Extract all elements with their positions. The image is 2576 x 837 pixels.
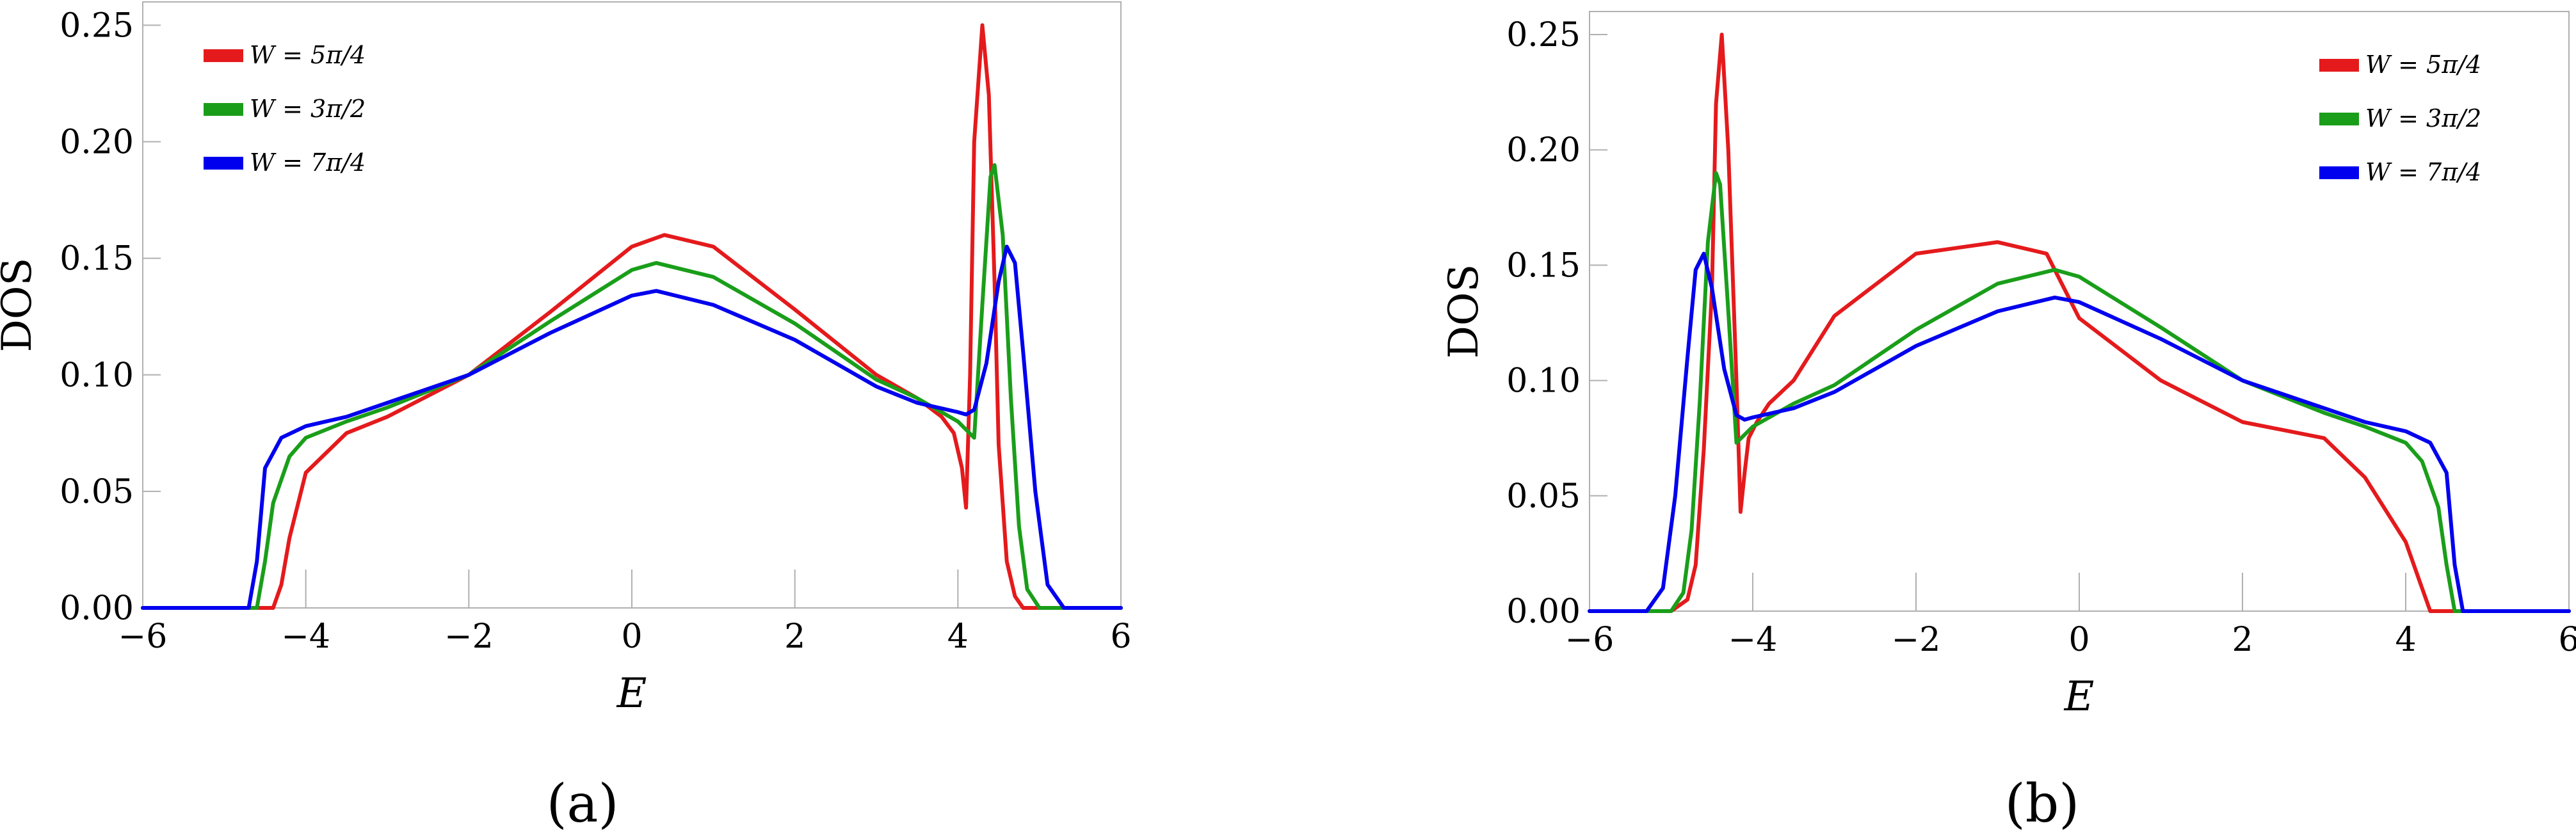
legend-swatch (2319, 166, 2359, 179)
series-line (1588, 171, 2571, 613)
x-tick-label: 6 (1110, 618, 1131, 656)
x-tick-label: −4 (281, 618, 330, 656)
x-tick-label: −6 (1565, 621, 1614, 659)
x-tick-label: 2 (2232, 621, 2253, 659)
legend-label: W = 7π/4 (250, 148, 366, 177)
legend-swatch (204, 157, 243, 170)
x-tick-label: −2 (444, 618, 494, 656)
x-tick-label: −6 (118, 618, 168, 656)
y-tick-label: 0.00 (60, 589, 134, 628)
y-tick-label: 0.25 (1506, 16, 1581, 54)
y-tick-label: 0.15 (60, 240, 134, 278)
x-axis-title: E (616, 670, 647, 717)
legend-label: W = 3π/2 (250, 95, 366, 123)
legend-label: W = 3π/2 (2365, 104, 2481, 132)
x-tick-label: 6 (2558, 621, 2576, 659)
y-tick-label: 0.20 (60, 124, 134, 162)
x-axis-title: E (2064, 673, 2095, 721)
series-line (141, 163, 1123, 610)
legend-swatch (204, 103, 243, 116)
panel-label-a: (a) (547, 774, 619, 834)
x-tick-label: −2 (1892, 621, 1941, 659)
y-tick-label: 0.05 (1506, 477, 1581, 516)
panel-label-b: (b) (2005, 774, 2079, 834)
legend-label: W = 5π/4 (250, 41, 366, 69)
legend-label: W = 7π/4 (2365, 158, 2481, 186)
y-axis-title: DOS (0, 258, 41, 353)
panel-b: −6 −4 −2 0 2 4 6 0.00 0.05 0.10 0.15 0.20 0.25 E DOS W … (1440, 11, 2576, 721)
plot-frame (142, 1, 1122, 609)
x-tick-label: 0 (621, 618, 642, 656)
series-line (1588, 33, 2571, 613)
legend-swatch (2319, 59, 2359, 72)
x-tick-label: 4 (947, 618, 969, 656)
series-line (1588, 251, 2571, 613)
y-tick-label: 0.10 (60, 356, 134, 395)
plot-frame (1589, 11, 2570, 612)
x-tick-label: −4 (1728, 621, 1778, 659)
panel-a: −6 −4 −2 0 2 4 6 0.00 0.05 0.10 0.15 0.20 0.25 E DOS W … (0, 1, 1132, 717)
legend-swatch (2319, 113, 2359, 125)
y-tick-label: 0.10 (1506, 362, 1581, 401)
x-tick-label: 4 (2395, 621, 2416, 659)
y-tick-label: 0.20 (1506, 131, 1581, 170)
y-tick-label: 0.15 (1506, 246, 1581, 285)
y-tick-label: 0.00 (1506, 593, 1581, 631)
y-tick-label: 0.25 (60, 6, 134, 45)
x-tick-label: 0 (2068, 621, 2089, 659)
legend-label: W = 5π/4 (2365, 51, 2481, 79)
legend-swatch (204, 49, 243, 62)
series-line (141, 244, 1123, 610)
y-axis-title: DOS (1440, 264, 1488, 359)
x-tick-label: 2 (784, 618, 805, 656)
y-tick-label: 0.05 (60, 473, 134, 511)
